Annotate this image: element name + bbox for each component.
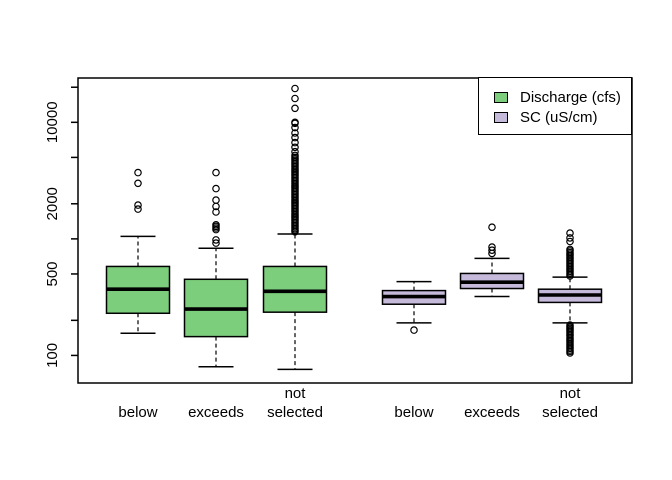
x-category-label: not (285, 385, 307, 402)
y-tick-label: 2000 (44, 187, 61, 220)
y-tick-label: 500 (44, 261, 61, 286)
legend-item-discharge: Discharge (cfs) (494, 87, 631, 107)
outlier-point (566, 229, 574, 237)
x-category-label: not (560, 385, 582, 402)
x-category-label: exceeds (188, 404, 244, 421)
x-category-label: selected (542, 404, 598, 421)
y-tick-label: 100 (44, 343, 61, 368)
discharge-swatch-icon (494, 91, 508, 103)
outlier-point (134, 168, 142, 177)
outlier-point (291, 129, 299, 137)
outlier-point (291, 138, 299, 147)
x-category-label: selected (267, 404, 323, 421)
x-category-label: below (118, 404, 157, 421)
y-tick-label: 10000 (44, 101, 61, 143)
outlier-point (212, 208, 220, 216)
outlier-point (291, 104, 299, 113)
outlier-point (134, 201, 142, 209)
outlier-point (212, 236, 220, 244)
outlier-point (134, 205, 142, 213)
outlier-point (291, 151, 299, 160)
outlier-point (488, 246, 496, 255)
outlier-point (291, 123, 299, 132)
outlier-point (566, 237, 574, 246)
outlier-point (291, 84, 299, 93)
x-category-label: exceeds (464, 404, 520, 421)
outlier-point (488, 243, 496, 251)
outlier-point (566, 321, 574, 329)
outlier-point (212, 168, 220, 177)
outlier-point (134, 179, 142, 188)
plot-border (77, 77, 633, 384)
legend-item-sc: SC (uS/cm) (494, 107, 631, 127)
legend-label-sc: SC (uS/cm) (520, 108, 598, 126)
x-category-label: below (394, 404, 433, 421)
outlier-point (291, 133, 299, 142)
outlier-point (410, 326, 418, 334)
outlier-point (212, 196, 220, 204)
outlier-point (291, 147, 299, 156)
outlier-point (212, 239, 220, 247)
outlier-point (291, 118, 299, 127)
outlier-point (212, 221, 220, 229)
legend-label-discharge: Discharge (cfs) (520, 88, 621, 106)
boxplot-box (262, 265, 328, 313)
outlier-point (566, 245, 574, 254)
outlier-point (291, 94, 299, 103)
outlier-point (212, 184, 220, 193)
legend: Discharge (cfs) SC (uS/cm) (478, 77, 632, 135)
sc-swatch-icon (494, 111, 508, 123)
outlier-point (566, 234, 574, 242)
outlier-point (291, 143, 299, 152)
outlier-point (488, 223, 496, 232)
